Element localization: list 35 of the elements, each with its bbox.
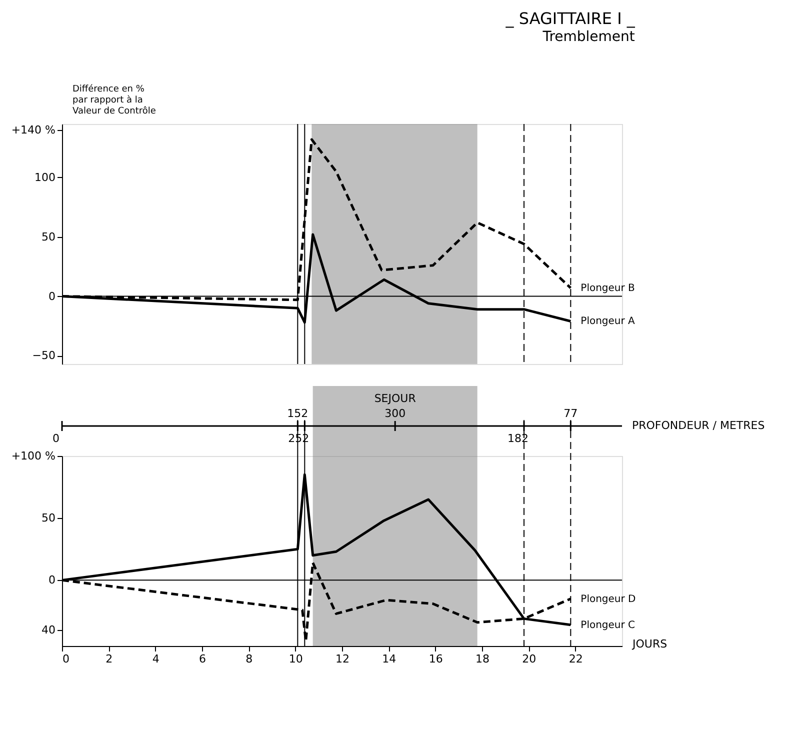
x-tick-label: 0 (62, 652, 70, 666)
y-tick-label: −50 (32, 349, 56, 362)
text: 182 (508, 432, 528, 445)
y-tick-label: 40 (42, 623, 56, 636)
chart-subtitle: Tremblement (542, 29, 636, 45)
y-tick-label: 50 (42, 230, 56, 244)
y-tick-label: 100 (34, 170, 56, 184)
x-axis-title: JOURS (632, 638, 668, 650)
text: 300 (384, 407, 406, 420)
series-label: Plongeur B (580, 282, 636, 294)
series-label: Plongeur C (580, 620, 636, 631)
y-axis-title: Différence en % par rapport à la Valeur de Contrôle (72, 84, 156, 116)
x-tick-label: 16 (428, 652, 443, 666)
x-tick-label: 12 (336, 652, 350, 666)
y-tick-label: +100 % (11, 450, 56, 462)
x-tick-label: 18 (476, 652, 490, 666)
y-tick-label: 0 (48, 574, 56, 587)
x2-axis-title: PROFONDEUR / METRES (632, 419, 765, 432)
y-tick-label: +140 % (11, 123, 56, 136)
series-label: Plongeur A (580, 316, 636, 328)
band-label: SEJOUR (374, 392, 416, 405)
x-tick-label: 4 (152, 652, 160, 666)
x-tick-label: 22 (568, 652, 583, 666)
x-tick-label: 8 (246, 652, 253, 666)
chart-title: _ SAGITTAIRE I _ (504, 9, 636, 28)
x-tick-label: 14 (382, 652, 396, 666)
x-tick-label: 10 (288, 652, 303, 666)
x-tick-label: 20 (522, 652, 536, 666)
y-tick-label: 50 (42, 512, 56, 525)
text: 77 (564, 407, 578, 420)
x-tick-label: 2 (106, 652, 113, 666)
y-tick-label: 0 (48, 290, 56, 303)
series-label: Plongeur D (580, 594, 636, 605)
text: 152 (287, 407, 308, 420)
x-tick-label: 6 (199, 652, 206, 666)
